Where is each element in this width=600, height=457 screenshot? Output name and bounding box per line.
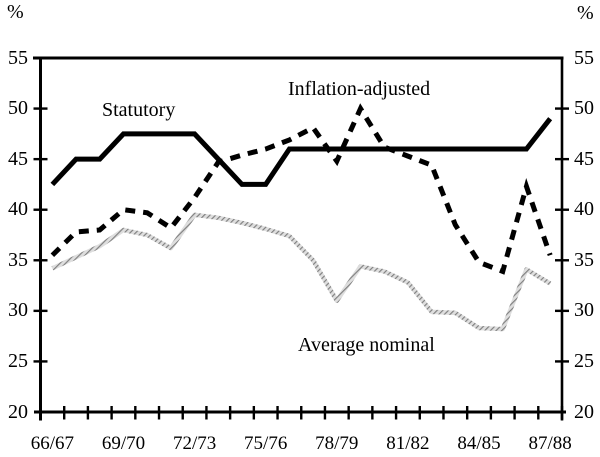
x-axis-tick-label: 78/79 [315, 433, 359, 454]
series-label-statutory: Statutory [102, 99, 176, 121]
y-axis-tick-label-r: 35 [574, 248, 594, 271]
x-axis-tick-label: 75/76 [244, 433, 288, 454]
y-axis-tick-label-r: 40 [574, 198, 594, 221]
y-axis-unit-right: % [577, 2, 594, 24]
y-axis-tick-label-l: 55 [8, 46, 28, 69]
y-axis-tick-label-l: 20 [8, 400, 28, 423]
series-label-average-nominal: Average nominal [298, 334, 435, 356]
y-axis-tick-label-l: 50 [8, 97, 28, 120]
x-axis-tick-label: 84/85 [457, 433, 501, 454]
series-label-inflation-adjusted: Inflation-adjusted [288, 78, 431, 100]
y-axis-tick-label-l: 35 [8, 248, 28, 271]
average-nominal-line [51, 212, 552, 332]
x-axis-tick-label: 81/82 [386, 433, 430, 454]
y-axis-tick-label-l: 40 [8, 198, 28, 221]
y-axis-tick-label-l: 30 [8, 299, 28, 322]
statutory-line [50, 117, 553, 187]
x-axis-tick-label: 66/67 [30, 433, 74, 454]
y-axis-tick-label-r: 20 [574, 400, 594, 423]
y-axis-tick-label-r: 30 [574, 299, 594, 322]
y-axis-tick-label-l: 25 [8, 349, 28, 372]
x-axis-tick-label: 69/70 [101, 433, 146, 454]
y-axis-tick-label-l: 45 [8, 147, 28, 170]
series-lines [50, 103, 553, 332]
y-axis-tick-label-r: 55 [574, 46, 594, 69]
inflation-adjusted-line [50, 103, 553, 275]
x-axis-tick-label: 87/88 [528, 433, 572, 454]
x-axis-tick-label: 72/73 [172, 433, 217, 454]
y-axis-tick-label-r: 45 [574, 147, 594, 170]
y-axis-tick-label-r: 25 [574, 349, 594, 372]
y-axis-tick-label-r: 50 [574, 97, 594, 120]
y-axis-unit-left: % [7, 1, 24, 23]
axes [33, 56, 569, 421]
